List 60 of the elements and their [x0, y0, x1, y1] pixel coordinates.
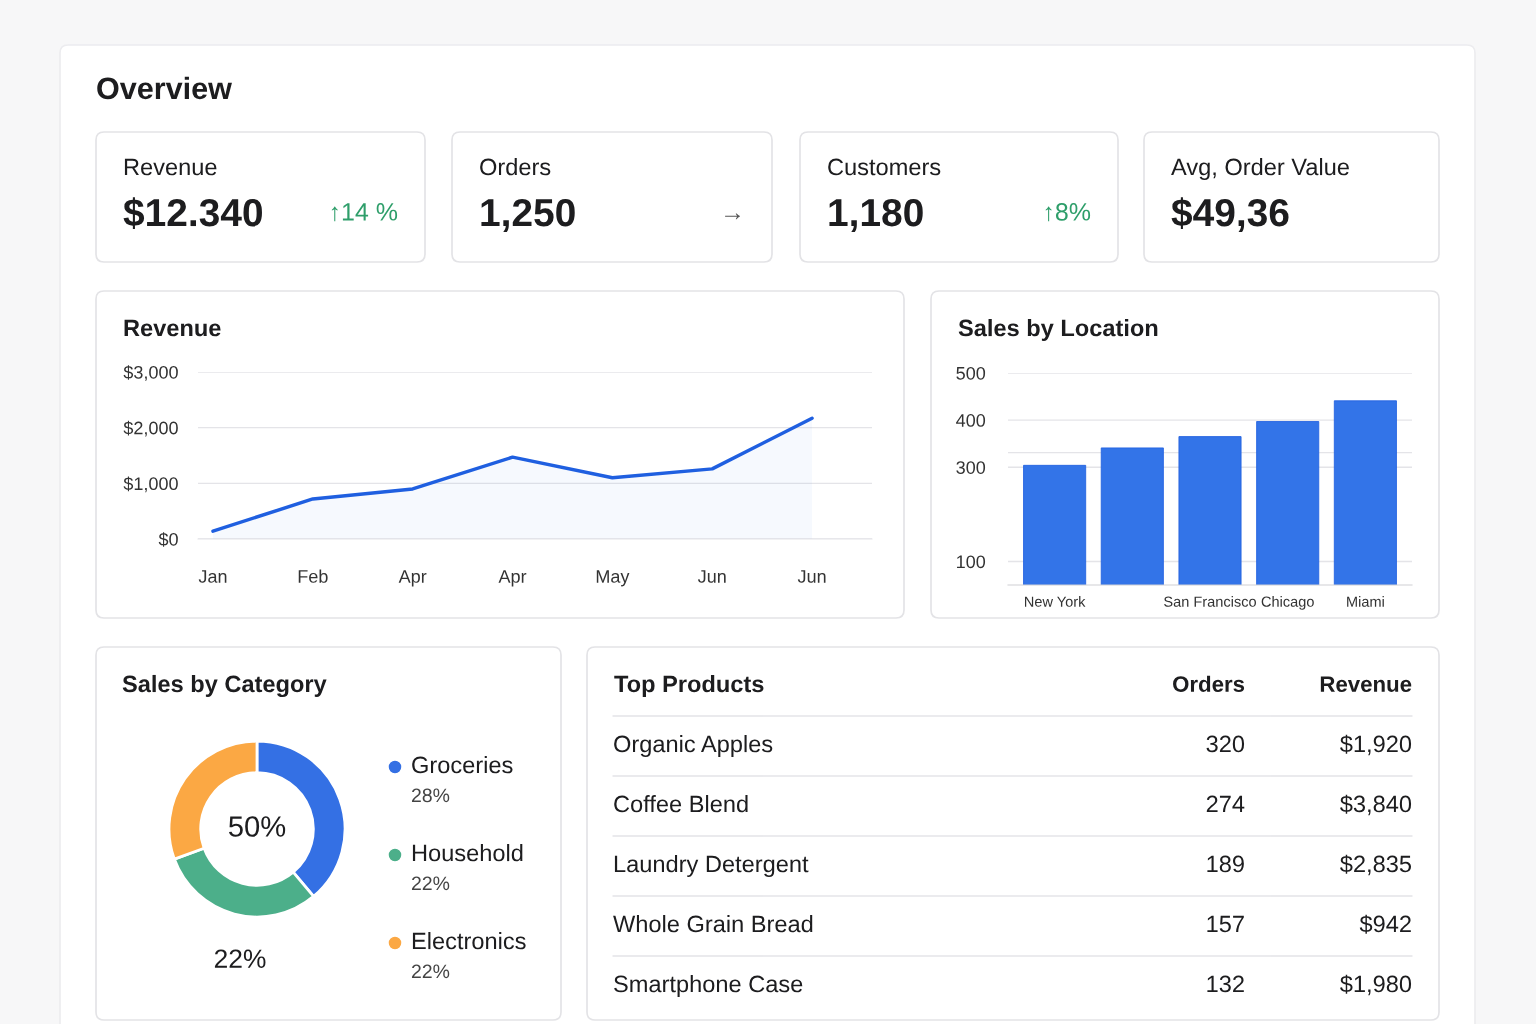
text: 1,180 — [829, 198, 923, 233]
text: $49,36 — [1171, 197, 1289, 233]
text: ↑8% — [1045, 203, 1091, 222]
text: 1,250 — [481, 198, 575, 233]
data-label: $942 — [1359, 914, 1411, 934]
category-label: Customers — [828, 158, 941, 176]
chart-title: Revenue — [124, 319, 221, 337]
x-tick-label: Apr — [398, 570, 427, 587]
y-tick-label: 500 — [956, 366, 986, 380]
data-label: $2,835 — [1340, 854, 1412, 876]
data-label: $1,920 — [1340, 734, 1412, 756]
x-tick-label: Miami — [1347, 596, 1384, 607]
data-label: 189 — [1207, 855, 1244, 873]
legend-label: Electronics — [412, 931, 526, 950]
text: → — [725, 213, 740, 220]
y-tick-label: $2,000 — [123, 420, 178, 437]
category-label: Whole Grain Bread — [613, 914, 813, 933]
series-label: Orders — [1173, 675, 1245, 692]
x-tick-label: Apr — [498, 570, 527, 587]
data-label: 28% — [411, 788, 450, 803]
category-label: Organic Apples — [614, 734, 773, 758]
y-tick-label: 300 — [956, 461, 986, 474]
category-label: Laundry Detergent — [614, 854, 809, 877]
legend-label: Groceries — [412, 755, 513, 774]
y-tick-label: 100 — [957, 555, 986, 569]
text: $12.340 — [123, 197, 262, 229]
x-tick-label: Jan — [198, 570, 227, 583]
data-label: 157 — [1207, 915, 1244, 933]
data-label: $1,980 — [1340, 974, 1412, 996]
text: 22% — [214, 949, 266, 968]
category-label: Avg, Order Value — [1171, 158, 1349, 180]
chart-title: Sales by Category — [122, 674, 327, 698]
data-label: $3,840 — [1340, 794, 1412, 816]
x-tick-label: Feb — [298, 569, 328, 583]
y-tick-label: $3,000 — [123, 365, 178, 381]
x-tick-label: Jun — [697, 570, 726, 583]
category-label: Smartphone Case — [614, 974, 803, 998]
text: 50% — [228, 816, 286, 837]
category-label: Coffee Blend — [614, 794, 748, 813]
data-label: 320 — [1206, 735, 1245, 753]
data-label: 22% — [411, 964, 450, 979]
x-tick-label: Chicago — [1261, 596, 1314, 610]
data-label: 274 — [1206, 795, 1245, 813]
x-tick-label: Jun — [797, 570, 826, 583]
y-tick-label: $1,000 — [123, 476, 178, 493]
x-tick-label: New York — [1025, 596, 1086, 607]
text: Revenue — [1320, 676, 1412, 692]
y-tick-label: $0 — [158, 532, 178, 547]
text: Top Products — [614, 674, 764, 697]
text: Overview — [97, 76, 232, 100]
data-label: 22% — [411, 876, 450, 891]
data-label: 132 — [1207, 975, 1244, 993]
y-tick-label: 400 — [956, 414, 986, 427]
x-tick-label: May — [596, 570, 630, 587]
category-label: Revenue — [124, 158, 217, 176]
legend-label: Household — [412, 843, 523, 862]
category-label: Orders — [480, 158, 551, 176]
x-tick-label: San Francisco — [1164, 596, 1256, 607]
chart-title: Sales by Location — [958, 318, 1158, 341]
text: ↑14 % — [331, 203, 398, 222]
